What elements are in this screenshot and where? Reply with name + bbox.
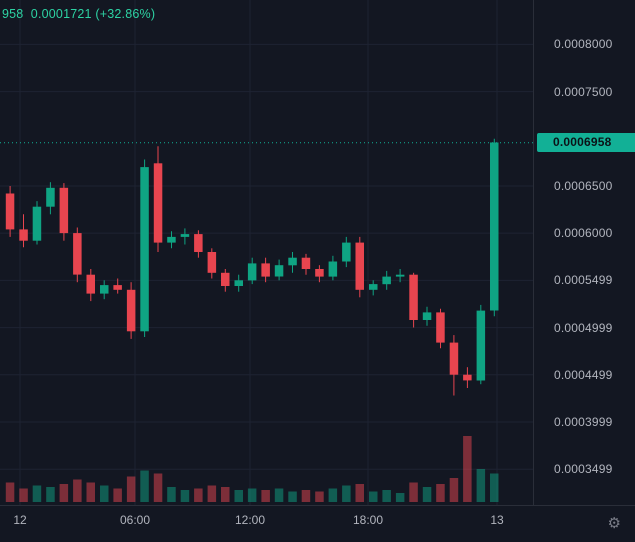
price-axis-label: 0.0006000 — [554, 226, 613, 241]
price-axis-label: 0.0003499 — [554, 462, 613, 477]
price-axis-label: 0.0004499 — [554, 367, 613, 382]
time-axis-label: 12:00 — [234, 513, 266, 527]
candlestick-chart-canvas[interactable] — [0, 0, 533, 505]
time-axis-label: 13 — [490, 513, 504, 527]
time-axis-label: 18:00 — [352, 513, 384, 527]
time-axis-label: 06:00 — [119, 513, 151, 527]
price-axis-label: 0.0005499 — [554, 273, 613, 288]
price-axis-label: 0.0003999 — [554, 415, 613, 429]
price-axis-label: 0.0006500 — [554, 179, 613, 193]
axis-corner: ⚙ — [533, 505, 635, 542]
time-axis-label: 12 — [13, 513, 27, 527]
price-axis-label: 0.0004999 — [554, 320, 613, 335]
symbol-legend: 958 0.0001721 (+32.86%) — [2, 7, 156, 21]
candlestick-chart[interactable] — [0, 0, 533, 505]
settings-icon[interactable]: ⚙ — [607, 515, 621, 532]
price-axis[interactable]: 0.0006958 0.0008000 0.0007500 0.0006500 0.0… — [533, 0, 635, 505]
last-price-label: 0.0006958 — [537, 133, 635, 153]
price-axis-label: 0.0008000 — [554, 37, 613, 52]
price-axis-label: 0.0007500 — [554, 84, 613, 99]
time-axis[interactable]: 12 06:00 12:00 18:00 13 — [0, 505, 635, 542]
